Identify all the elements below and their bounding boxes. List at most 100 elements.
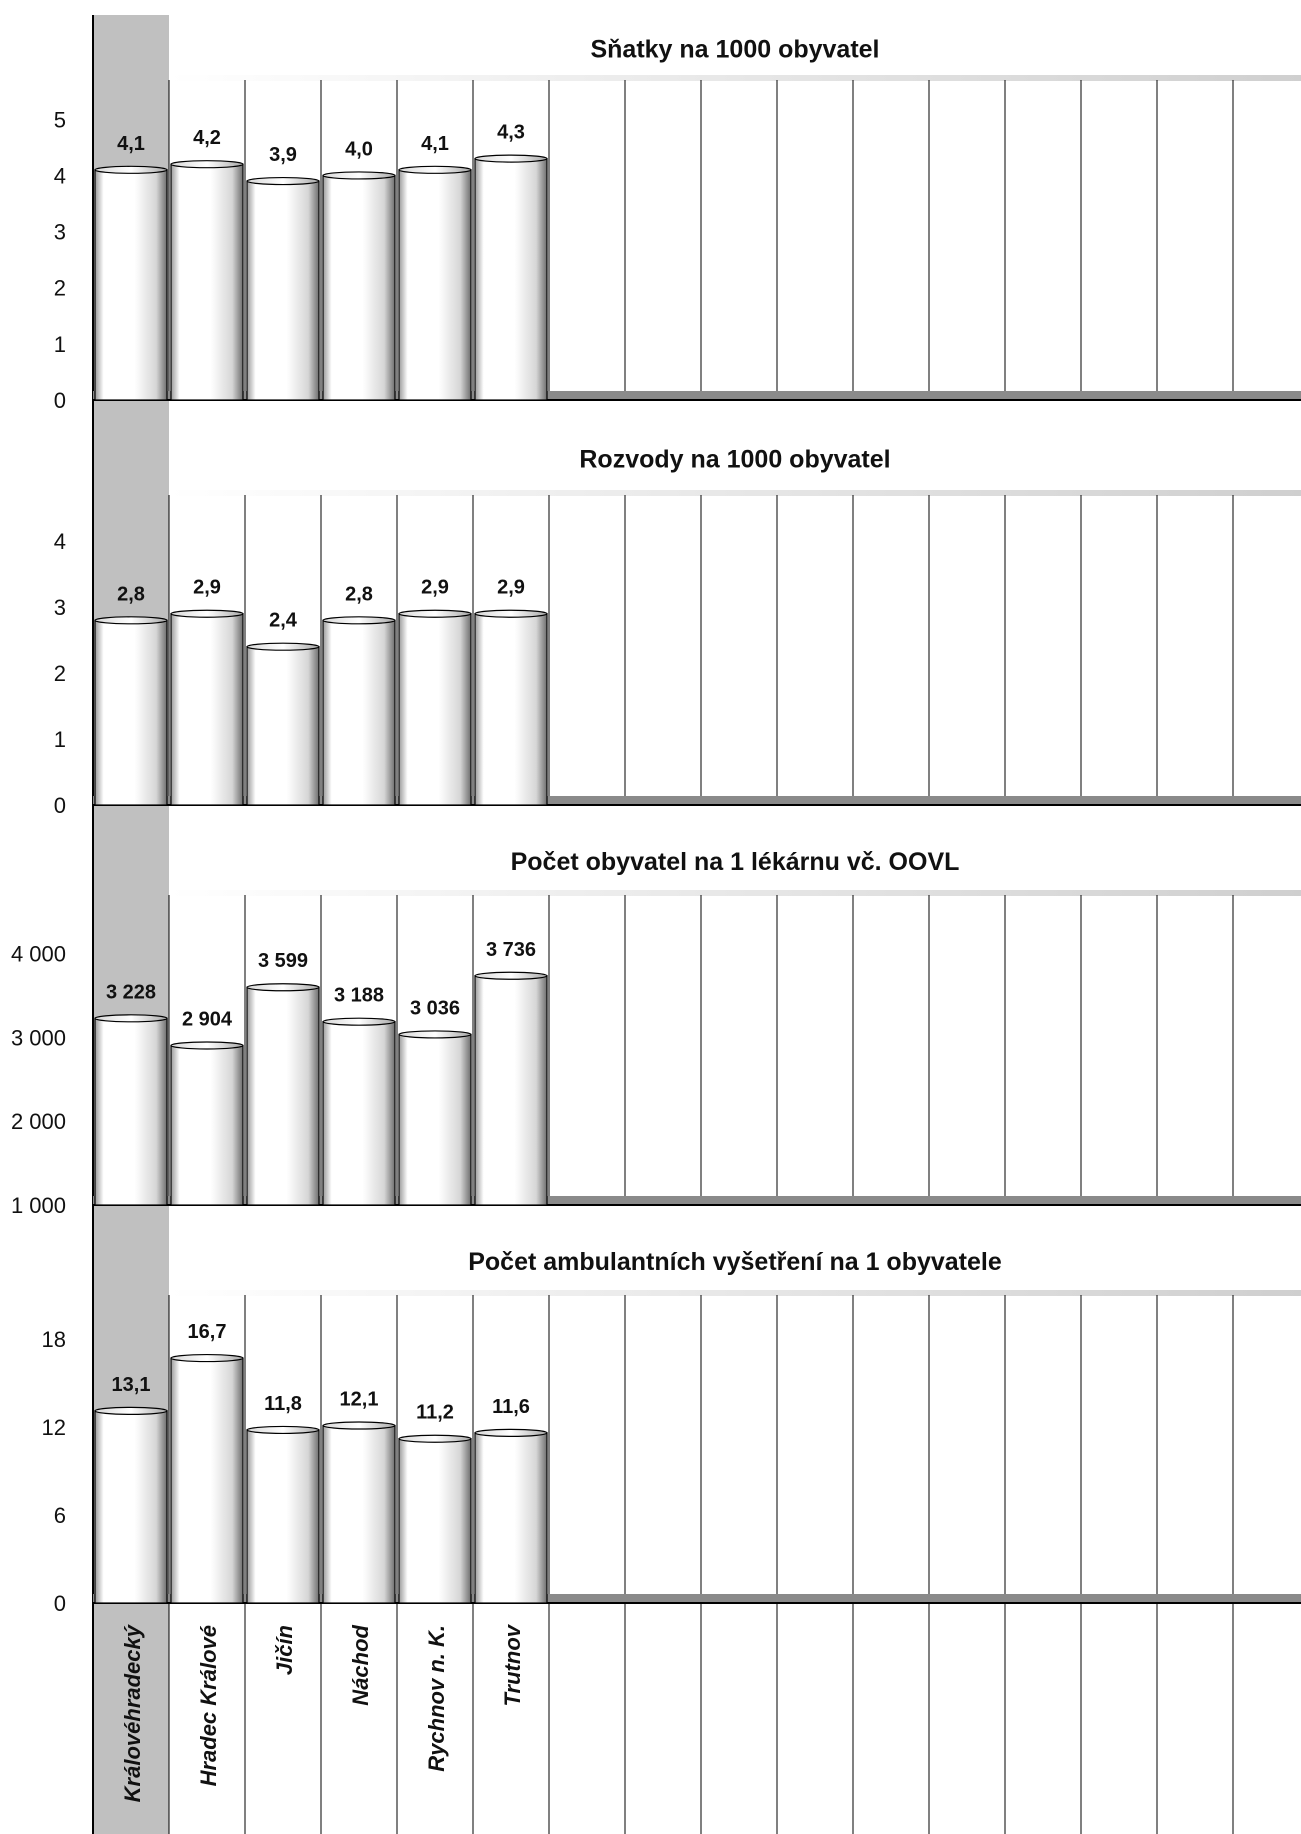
y-tick-label: 0 bbox=[54, 1591, 66, 1616]
data-label: 4,3 bbox=[497, 122, 525, 144]
bar-cap bbox=[474, 1428, 548, 1437]
bar bbox=[322, 1021, 396, 1206]
data-label: 11,2 bbox=[416, 1402, 454, 1424]
bar-cap bbox=[474, 154, 548, 163]
bar bbox=[170, 1044, 244, 1206]
data-label: 3 736 bbox=[486, 939, 536, 961]
data-label: 11,6 bbox=[492, 1396, 530, 1418]
bar bbox=[246, 986, 320, 1206]
y-tick-label: 1 000 bbox=[11, 1193, 66, 1218]
y-tick-label: 1 bbox=[54, 727, 66, 752]
bar-cap bbox=[170, 160, 244, 169]
y-tick-label: 2 bbox=[54, 276, 66, 301]
data-label: 4,0 bbox=[345, 138, 373, 160]
bar bbox=[474, 1432, 548, 1604]
data-label: 2,9 bbox=[193, 577, 221, 599]
panel-title-underline bbox=[169, 490, 1301, 496]
bar-cap bbox=[94, 1014, 168, 1023]
y-tick-label: 0 bbox=[54, 793, 66, 818]
bar-cap bbox=[398, 1030, 472, 1039]
bar bbox=[322, 619, 396, 806]
bar bbox=[94, 1017, 168, 1206]
bar-cap bbox=[94, 165, 168, 174]
bar-cap bbox=[474, 971, 548, 980]
panel-title-underline bbox=[169, 890, 1301, 896]
data-label: 11,8 bbox=[264, 1393, 302, 1415]
panel-title-underline bbox=[169, 75, 1301, 81]
y-tick-label: 4 bbox=[54, 163, 66, 188]
bar bbox=[474, 613, 548, 806]
bar-cap bbox=[246, 176, 320, 186]
bar-cap bbox=[246, 1425, 320, 1435]
bar bbox=[474, 975, 548, 1206]
data-label: 2,8 bbox=[345, 583, 373, 605]
y-tick-label: 5 bbox=[54, 107, 66, 132]
panel-title: Počet obyvatel na 1 lékárnu vč. OOVL bbox=[511, 848, 960, 876]
bar bbox=[170, 163, 244, 401]
panel-title-underline bbox=[169, 1290, 1301, 1296]
bar-cap bbox=[474, 609, 548, 618]
y-tick-label: 6 bbox=[54, 1503, 66, 1528]
bar-cap bbox=[322, 1421, 396, 1430]
data-label: 3,9 bbox=[269, 144, 297, 166]
data-label: 3 228 bbox=[106, 981, 156, 1003]
y-tick-label: 3 000 bbox=[11, 1025, 66, 1050]
bar bbox=[246, 1429, 320, 1604]
y-tick-label: 18 bbox=[42, 1327, 66, 1352]
y-tick-label: 4 bbox=[54, 529, 66, 554]
bar bbox=[474, 157, 548, 401]
y-tick-label: 3 bbox=[54, 595, 66, 620]
bar-cap bbox=[322, 171, 396, 180]
panel-title: Počet ambulantních vyšetření na 1 obyvat… bbox=[468, 1248, 1002, 1276]
bar bbox=[246, 646, 320, 806]
bar-cap bbox=[94, 1406, 168, 1415]
bar-cap bbox=[170, 1353, 244, 1363]
bar-cap bbox=[246, 642, 320, 651]
bar bbox=[322, 1424, 396, 1604]
category-label: Rychnov n. K. bbox=[424, 1625, 449, 1772]
category-label: Jičín bbox=[272, 1625, 297, 1675]
bar-cap bbox=[322, 1017, 396, 1026]
bar-cap bbox=[398, 1434, 472, 1443]
panel-title: Sňatky na 1000 obyvatel bbox=[590, 36, 879, 64]
bar bbox=[94, 619, 168, 806]
y-tick-label: 0 bbox=[54, 388, 66, 413]
data-label: 2,8 bbox=[117, 583, 145, 605]
y-tick-label: 2 000 bbox=[11, 1109, 66, 1134]
baseline bbox=[93, 391, 1301, 400]
bar-cap bbox=[322, 616, 396, 625]
bar-cap bbox=[170, 1041, 244, 1050]
bar bbox=[398, 169, 472, 401]
data-label: 3 599 bbox=[258, 950, 308, 972]
y-tick-label: 2 bbox=[54, 661, 66, 686]
data-label: 16,7 bbox=[188, 1321, 227, 1343]
bar bbox=[398, 613, 472, 806]
data-label: 4,1 bbox=[421, 133, 449, 155]
data-label: 2,9 bbox=[421, 577, 449, 599]
y-tick-label: 12 bbox=[42, 1415, 66, 1440]
bar-cap bbox=[170, 609, 244, 618]
bar bbox=[94, 169, 168, 401]
data-label: 4,1 bbox=[117, 133, 145, 155]
data-label: 3 188 bbox=[334, 985, 384, 1007]
baseline bbox=[93, 1594, 1301, 1603]
baseline bbox=[93, 796, 1301, 805]
bar bbox=[322, 174, 396, 401]
data-label: 3 036 bbox=[410, 997, 460, 1019]
panel-title: Rozvody na 1000 obyvatel bbox=[579, 446, 890, 474]
bar bbox=[246, 180, 320, 401]
bar-cap bbox=[246, 983, 320, 992]
bar bbox=[398, 1033, 472, 1206]
category-label: Náchod bbox=[348, 1624, 373, 1705]
data-label: 13,1 bbox=[112, 1374, 151, 1396]
bar bbox=[170, 613, 244, 806]
bar bbox=[94, 1410, 168, 1604]
category-label: Královéhradecký bbox=[120, 1623, 145, 1802]
data-label: 2 904 bbox=[182, 1008, 233, 1030]
data-label: 4,2 bbox=[193, 127, 221, 149]
category-label: Hradec Králové bbox=[196, 1625, 221, 1786]
bar bbox=[398, 1438, 472, 1604]
data-label: 2,4 bbox=[269, 610, 298, 632]
y-tick-label: 4 000 bbox=[11, 942, 66, 967]
